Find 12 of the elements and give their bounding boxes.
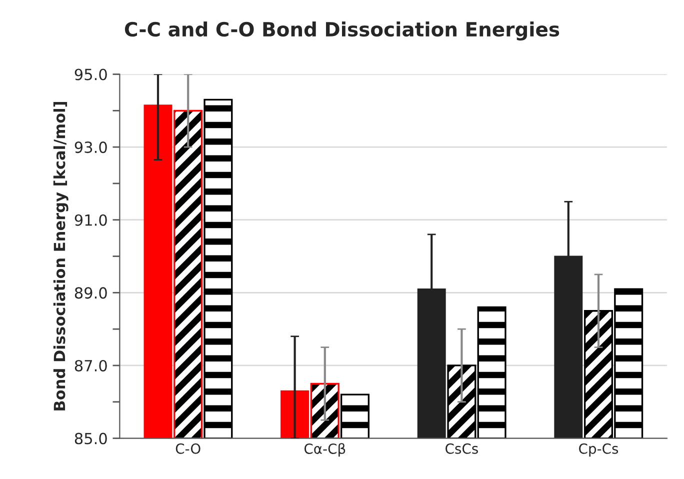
- chart-title: C-C and C-O Bond Dissociation Energies: [124, 22, 560, 41]
- x-tick-label: CsCs: [446, 443, 478, 454]
- y-tick-label: 87.0: [74, 360, 107, 372]
- y-tick-label: 93.0: [74, 142, 107, 154]
- y-tick-label: 89.0: [74, 287, 107, 299]
- x-tick-label: Cp-Cs: [579, 443, 618, 457]
- x-tick-label: Cα-Cβ: [304, 443, 346, 457]
- x-tick-label: C-O: [176, 443, 200, 454]
- y-tick-label: 91.0: [74, 214, 107, 226]
- y-tick-label: 85.0: [74, 432, 107, 444]
- y-tick-label: 95.0: [74, 68, 107, 80]
- y-axis-title: Bond Dissociation Energy [kcal/mol]: [53, 102, 68, 410]
